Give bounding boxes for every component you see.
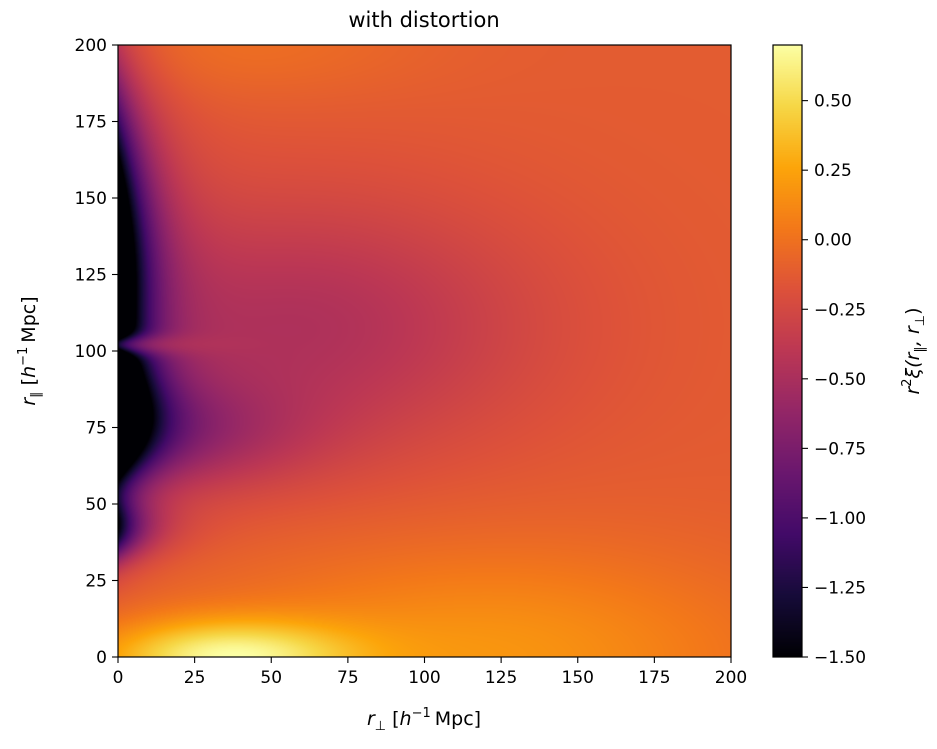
colorbar-tick-label: 0.00 bbox=[814, 231, 852, 251]
colorbar-tick-label: −1.25 bbox=[814, 578, 866, 598]
colorbar-frame bbox=[772, 44, 803, 658]
plot-frame bbox=[117, 44, 732, 658]
x-tick-label: 100 bbox=[408, 668, 440, 688]
colorbar-ticks: 0.50 0.25 0.00 −0.25 −0.50 −0.75 −1.00 −1.25 −1.… bbox=[802, 92, 866, 668]
x-tick-label: 150 bbox=[562, 668, 594, 688]
x-tick-label: 25 bbox=[184, 668, 206, 688]
y-tick-label: 50 bbox=[85, 495, 107, 515]
colorbar-tick-label: −1.00 bbox=[814, 509, 866, 529]
chart-title: with distortion bbox=[348, 8, 499, 32]
colorbar-tick-label: 0.50 bbox=[814, 92, 852, 112]
y-tick-label: 100 bbox=[75, 342, 107, 362]
colorbar-tick-label: −0.75 bbox=[814, 439, 866, 459]
colorbar-tick-label: 0.25 bbox=[814, 161, 852, 181]
y-tick-label: 175 bbox=[75, 113, 107, 133]
y-axis-ticks: 0 25 50 75 100 125 150 175 200 bbox=[75, 36, 118, 668]
y-tick-label: 75 bbox=[85, 419, 107, 439]
x-tick-label: 50 bbox=[260, 668, 282, 688]
x-axis-label: r⊥ [h−1 Mpc] bbox=[367, 706, 481, 734]
y-tick-label: 150 bbox=[75, 189, 107, 209]
colorbar-tick-label: −0.25 bbox=[814, 300, 866, 320]
y-axis-label: r∥[h−1Mpc] bbox=[16, 296, 44, 405]
y-tick-label: 0 bbox=[96, 648, 107, 668]
y-tick-label: 200 bbox=[75, 36, 107, 56]
colorbar-tick-label: −1.50 bbox=[814, 648, 866, 668]
x-tick-label: 125 bbox=[485, 668, 517, 688]
x-tick-label: 175 bbox=[638, 668, 670, 688]
colorbar-tick-label: −0.50 bbox=[814, 370, 866, 390]
colorbar-gradient bbox=[773, 45, 802, 657]
x-axis-ticks: 0 25 50 75 100 125 150 175 200 bbox=[113, 657, 747, 688]
colorbar-label: r2ξ(r∥, r⊥) bbox=[900, 307, 928, 394]
x-tick-label: 75 bbox=[337, 668, 359, 688]
y-tick-label: 125 bbox=[75, 266, 107, 286]
heatmap-image bbox=[118, 45, 731, 657]
x-tick-label: 200 bbox=[715, 668, 747, 688]
x-tick-label: 0 bbox=[113, 668, 124, 688]
y-tick-label: 25 bbox=[85, 572, 107, 592]
